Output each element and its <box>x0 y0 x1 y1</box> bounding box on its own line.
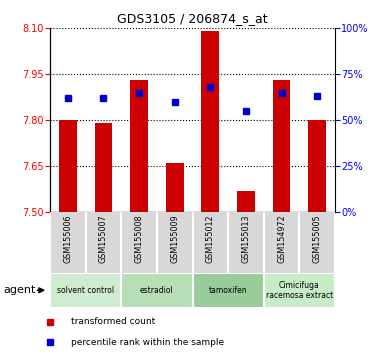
Bar <box>201 32 219 212</box>
Text: solvent control: solvent control <box>57 286 114 295</box>
Text: percentile rank within the sample: percentile rank within the sample <box>71 338 224 347</box>
Bar <box>50 273 121 308</box>
Bar <box>121 273 192 308</box>
Bar <box>308 120 326 212</box>
Bar <box>130 80 148 212</box>
Text: Cimicifuga
racemosa extract: Cimicifuga racemosa extract <box>266 281 333 300</box>
Text: GSM154972: GSM154972 <box>277 214 286 263</box>
Bar <box>264 273 335 308</box>
Text: GSM155007: GSM155007 <box>99 214 108 263</box>
Text: GSM155008: GSM155008 <box>135 214 144 263</box>
Text: GDS3105 / 206874_s_at: GDS3105 / 206874_s_at <box>117 12 268 25</box>
Bar <box>273 80 290 212</box>
Text: estradiol: estradiol <box>140 286 174 295</box>
Text: tamoxifen: tamoxifen <box>209 286 248 295</box>
Text: GSM155006: GSM155006 <box>64 214 72 263</box>
Text: GSM155005: GSM155005 <box>313 214 321 263</box>
Text: GSM155013: GSM155013 <box>241 214 250 263</box>
Bar <box>166 163 184 212</box>
Bar <box>192 273 264 308</box>
Bar <box>59 120 77 212</box>
Text: agent: agent <box>4 285 36 295</box>
Bar <box>95 124 112 212</box>
Text: GSM155009: GSM155009 <box>170 214 179 263</box>
Bar <box>237 191 255 212</box>
Text: transformed count: transformed count <box>71 317 156 326</box>
Text: GSM155012: GSM155012 <box>206 214 215 263</box>
